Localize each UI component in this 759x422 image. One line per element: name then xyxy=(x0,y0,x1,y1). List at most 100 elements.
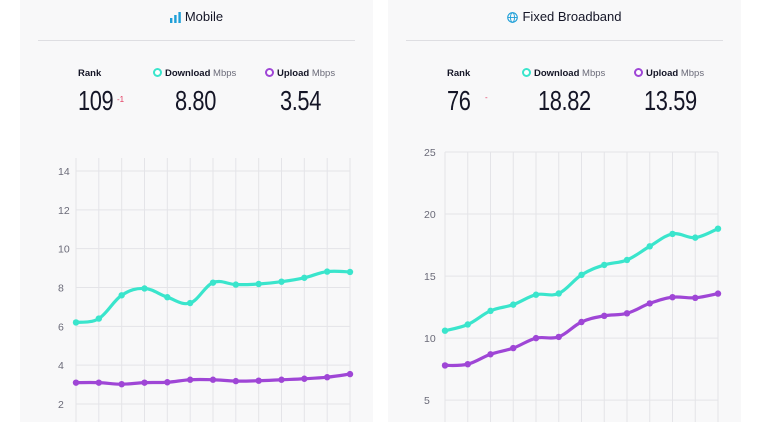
download-data-point xyxy=(186,299,194,307)
y-tick-label: 12 xyxy=(58,205,70,217)
fixed-rank-label: Rank xyxy=(447,68,471,79)
upload-data-point xyxy=(646,300,653,307)
upload-data-point xyxy=(232,377,240,385)
y-tick-label: 8 xyxy=(58,283,64,295)
download-data-point xyxy=(669,230,676,238)
upload-data-point xyxy=(578,318,585,326)
download-data-point xyxy=(623,256,631,264)
fixed-download-stat: Download Mbps 18.82 xyxy=(522,68,606,117)
y-tick-label: 4 xyxy=(58,360,64,372)
upload-data-point xyxy=(623,310,631,317)
y-tick-label: 20 xyxy=(424,209,436,221)
download-data-point xyxy=(646,243,653,250)
fixed-panel-title: Fixed Broadband xyxy=(388,9,741,26)
mobile-download-value: 8.80 xyxy=(175,85,216,116)
y-tick-label: 14 xyxy=(58,166,70,178)
y-tick-label: 6 xyxy=(58,321,64,333)
mobile-upload-value: 3.54 xyxy=(280,85,321,116)
download-data-point xyxy=(118,292,125,299)
download-data-point xyxy=(255,280,262,288)
download-data-point xyxy=(301,274,308,281)
download-data-point xyxy=(601,261,608,269)
mobile-rank-value: 109 xyxy=(78,85,114,116)
upload-data-point xyxy=(555,333,562,341)
upload-data-point xyxy=(141,379,148,386)
download-arrow-icon xyxy=(153,68,162,77)
signal-bars-icon xyxy=(169,11,181,26)
mobile-rank-change: -1 xyxy=(117,95,125,104)
y-tick-label: 10 xyxy=(58,244,70,256)
fixed-rank-value: 76 xyxy=(447,85,471,116)
upload-data-point xyxy=(669,293,676,301)
download-data-point xyxy=(441,327,449,334)
upload-data-point xyxy=(278,376,285,383)
fixed-upload-value: 13.59 xyxy=(644,85,697,116)
download-data-point xyxy=(532,291,540,298)
fixed-divider xyxy=(406,40,723,41)
download-data-point xyxy=(72,319,80,326)
upload-data-point xyxy=(346,370,354,378)
fixed-upload-label: Upload xyxy=(646,68,679,79)
mobile-download-label: Download xyxy=(165,68,211,79)
upload-data-point xyxy=(95,379,103,386)
download-data-point xyxy=(464,321,471,328)
mobile-panel: Mobile Rank 109 -1 Download Mbps 8.80 Up… xyxy=(20,0,373,422)
fixed-panel: Fixed Broadband Rank 76 - Download Mbps … xyxy=(388,0,741,422)
upload-data-point xyxy=(532,334,540,342)
y-tick-label: 5 xyxy=(424,395,430,407)
download-data-point xyxy=(487,307,494,315)
upload-data-point xyxy=(714,290,722,297)
fixed-chart: 5 10 15 20 25 xyxy=(424,147,722,422)
upload-arrow-icon xyxy=(634,68,643,77)
mobile-panel-title: Mobile xyxy=(20,9,373,26)
mobile-download-unit: Mbps xyxy=(213,68,237,79)
globe-icon xyxy=(507,11,519,26)
download-data-point xyxy=(95,315,103,322)
mobile-download-stat: Download Mbps 8.80 xyxy=(153,68,236,117)
fixed-rank-change: - xyxy=(485,93,488,102)
mobile-upload-stat: Upload Mbps 3.54 xyxy=(265,68,335,117)
download-data-point xyxy=(141,285,148,292)
download-arrow-icon xyxy=(522,68,531,77)
fixed-upload-stat: Upload Mbps 13.59 xyxy=(634,68,712,117)
download-data-point xyxy=(510,301,517,308)
upload-data-point xyxy=(601,312,608,319)
upload-data-point xyxy=(164,379,171,386)
mobile-divider xyxy=(38,40,355,41)
download-data-point xyxy=(578,271,585,279)
fixed-download-unit: Mbps xyxy=(582,68,606,79)
download-data-point xyxy=(164,294,171,301)
upload-data-point xyxy=(487,351,494,358)
upload-data-point xyxy=(323,374,331,381)
upload-data-point xyxy=(464,360,471,368)
download-data-point xyxy=(555,290,562,297)
y-tick-label: 10 xyxy=(424,333,436,345)
upload-data-point xyxy=(692,294,699,302)
y-tick-label: 25 xyxy=(424,147,436,159)
upload-data-point xyxy=(510,344,517,352)
upload-arrow-icon xyxy=(265,68,274,77)
fixed-rank-stat: Rank 76 xyxy=(447,68,477,117)
y-tick-label: 2 xyxy=(58,399,64,411)
download-data-point xyxy=(346,268,354,276)
fixed-download-value: 18.82 xyxy=(538,85,591,116)
mobile-chart: 2 4 6 8 10 12 14 xyxy=(58,158,354,422)
download-data-point xyxy=(692,234,699,241)
fixed-download-label: Download xyxy=(534,68,580,79)
upload-data-point xyxy=(186,376,194,383)
download-data-point xyxy=(714,225,722,232)
upload-data-point xyxy=(118,380,125,388)
download-data-point xyxy=(209,279,217,286)
mobile-rank-label: Rank xyxy=(78,68,102,79)
upload-data-point xyxy=(72,379,80,386)
upload-data-point xyxy=(255,377,262,384)
upload-data-point xyxy=(209,376,217,383)
fixed-title-text: Fixed Broadband xyxy=(522,9,622,24)
mobile-upload-label: Upload xyxy=(277,68,310,79)
mobile-title-text: Mobile xyxy=(184,9,224,24)
download-data-point xyxy=(278,278,285,285)
upload-data-point xyxy=(301,375,308,382)
download-data-point xyxy=(323,268,331,275)
upload-data-point xyxy=(441,362,449,369)
mobile-upload-unit: Mbps xyxy=(311,68,336,79)
